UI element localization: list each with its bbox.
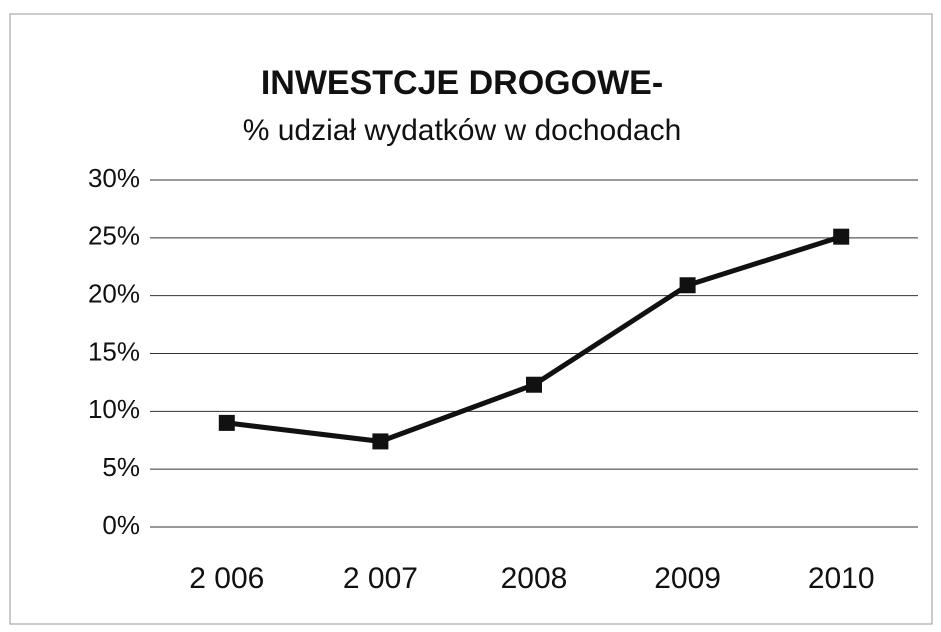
data-point xyxy=(679,277,696,294)
x-tick-label: 2010 xyxy=(808,562,875,595)
x-tick-label: 2008 xyxy=(501,562,568,595)
y-tick-label: 15% xyxy=(88,336,140,366)
y-tick-label: 0% xyxy=(102,510,140,540)
x-tick-label: 2009 xyxy=(654,562,721,595)
data-point xyxy=(372,433,389,450)
chart-frame xyxy=(9,13,933,625)
data-point xyxy=(833,228,850,245)
y-tick-label: 5% xyxy=(102,452,140,482)
data-point xyxy=(526,376,542,393)
data-line xyxy=(226,234,842,444)
y-tick-label: 20% xyxy=(88,279,140,309)
chart-title: INWESTCJE DROGOWE- xyxy=(261,64,663,102)
y-tick-label: 25% xyxy=(88,221,140,251)
y-tick-label: 30% xyxy=(88,163,140,193)
chart-subtitle: % udział wydatków w dochodach xyxy=(243,114,682,147)
x-tick-label: 2 006 xyxy=(189,562,264,595)
x-tick-label: 2 007 xyxy=(343,562,418,595)
data-point xyxy=(218,414,235,431)
y-tick-label: 10% xyxy=(88,394,140,424)
